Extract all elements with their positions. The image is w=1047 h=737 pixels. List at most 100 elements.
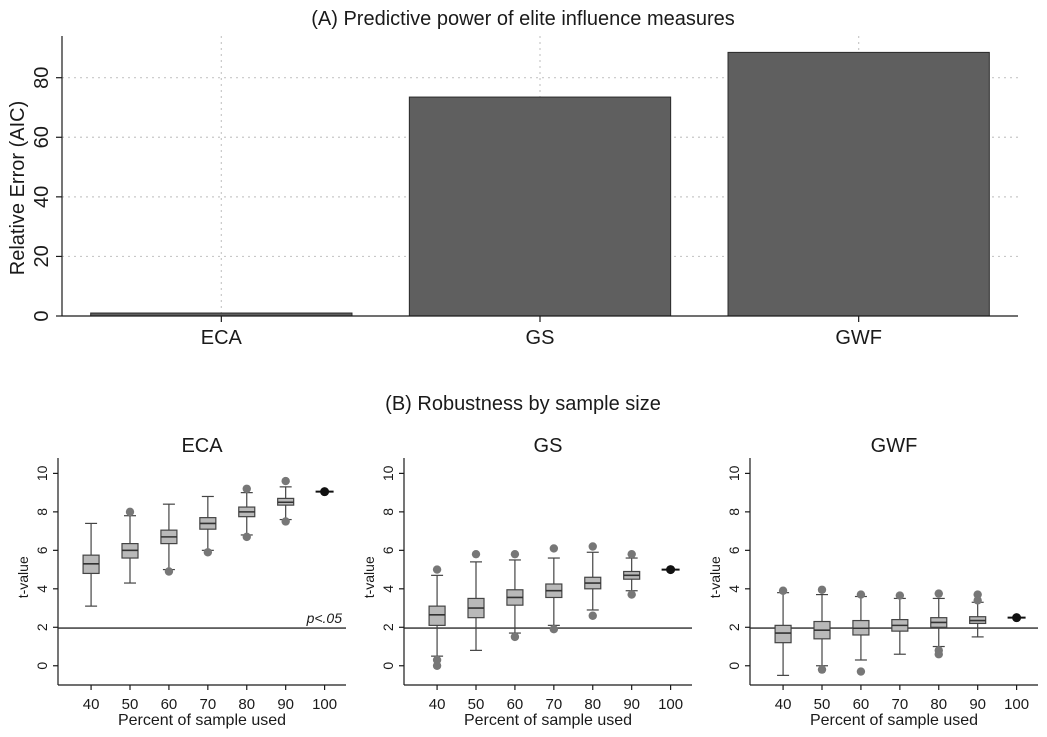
chart-b-subplot-title: ECA (181, 435, 223, 457)
chart-b-box (428, 605, 446, 626)
chart-a-x-tick-label-gwf: GWF (835, 327, 882, 349)
chart-b-outlier-point (432, 661, 442, 670)
chart-a-axes (56, 36, 1018, 322)
chart-b-y-tick-label: 4 (34, 585, 50, 593)
chart-b-x-tick-label: 40 (83, 696, 100, 713)
chart-b-subplot-title: GS (534, 435, 563, 457)
chart-b-outlier-point (973, 596, 982, 605)
chart-b-outlier-point (778, 586, 788, 595)
chart-b-y-tick-label: 8 (34, 508, 50, 516)
chart-b-x-axis-label: Percent of sample used (810, 712, 978, 729)
chart-b-outlier-point (817, 665, 827, 674)
chart-b-y-tick-label: 8 (380, 508, 396, 516)
chart-b-y-tick-label: 2 (380, 623, 396, 631)
chart-b-x-tick-label: 80 (930, 696, 947, 713)
chart-b-y-tick-label: 0 (726, 662, 742, 670)
chart-b-y-axis-label: t-value (15, 556, 31, 598)
chart-b-y-tick-label: 6 (726, 546, 742, 554)
chart-b-y-tick-label: 8 (726, 508, 742, 516)
chart-b-x-tick-label: 50 (814, 696, 831, 713)
chart-a-y-axis-label: Relative Error (AIC) (7, 101, 29, 275)
chart-b-section-title: (B) Robustness by sample size (385, 393, 661, 415)
chart-b-subplot-gwf: GWF t-value 0 2 4 6 8 10 40 50 60 70 80 90 100 Percent … (707, 435, 1038, 729)
chart-b-y-tick-label: 6 (34, 546, 50, 554)
chart-b-y-tick-label: 4 (726, 585, 742, 593)
chart-b-x-tick-label: 70 (545, 696, 562, 713)
chart-b-y-tick-label: 0 (380, 662, 396, 670)
chart-b-outlier-point (934, 650, 943, 659)
chart-b-x-tick-label: 50 (468, 696, 485, 713)
chart-b-y-tick-label: 6 (380, 546, 396, 554)
chart-b-x-tick-label: 80 (584, 696, 601, 713)
chart-b-x-axis-label: Percent of sample used (118, 712, 286, 729)
chart-b-outlier-point (856, 590, 866, 599)
chart-b-outlier-point (588, 611, 597, 620)
chart-b-outlier-point (242, 532, 251, 542)
chart-b-outlier-point (856, 667, 866, 676)
chart-b-outlier-point (549, 625, 559, 634)
chart-b-x-tick-label: 90 (623, 696, 640, 713)
chart-b-outlier-point (627, 549, 636, 559)
chart-b-x-tick-label: 40 (429, 696, 446, 713)
chart-b-x-tick-label: 60 (507, 696, 524, 713)
chart-b-outlier-point (817, 585, 827, 594)
chart-b-outlier-point (164, 567, 174, 576)
chart-b-outlier-point (281, 476, 290, 486)
chart-b-subplot-eca: ECA t-value 0 2 4 6 8 10 p<.05 40 50 60 70 80 90 100 Per… (15, 435, 346, 729)
chart-b-y-tick-label: 2 (726, 623, 742, 631)
chart-b-x-tick-label: 100 (312, 696, 337, 713)
chart-a-title: (A) Predictive power of elite influence … (311, 8, 735, 30)
chart-b-full-sample-point (320, 487, 330, 497)
chart-a-y-tick-label: 80 (31, 67, 53, 89)
chart-b-x-tick-label: 90 (969, 696, 986, 713)
chart-a-y-tick-label: 60 (31, 126, 53, 148)
chart-b-y-tick-label: 10 (34, 465, 50, 481)
chart-a-bar-gwf (727, 51, 990, 317)
box-plots-panel-b: (B) Robustness by sample size ECA t-value… (15, 393, 1038, 729)
chart-b-outlier-point (432, 565, 442, 574)
chart-b-x-axis-label: Percent of sample used (464, 712, 632, 729)
chart-b-outlier-point (627, 590, 636, 599)
chart-b-x-tick-label: 50 (122, 696, 139, 713)
chart-b-box (774, 624, 792, 644)
chart-b-outlier-point (432, 655, 442, 665)
chart-a-x-tick-label-eca: ECA (201, 327, 243, 349)
chart-b-y-tick-label: 4 (380, 585, 396, 593)
chart-b-x-tick-label: 60 (853, 696, 870, 713)
chart-a-bars (90, 51, 990, 317)
chart-b-outlier-point (895, 591, 905, 600)
chart-b-outlier-point (471, 549, 481, 559)
chart-b-subplot-title: GWF (871, 435, 918, 457)
chart-b-x-tick-label: 70 (891, 696, 908, 713)
chart-b-y-axis-label: t-value (361, 556, 377, 598)
chart-b-x-tick-label: 80 (238, 696, 255, 713)
chart-a-y-tick-label: 20 (31, 245, 53, 267)
chart-b-x-tick-label: 90 (277, 696, 294, 713)
bar-chart-panel-a: (A) Predictive power of elite influence … (7, 8, 1018, 349)
chart-b-full-sample-point (666, 565, 676, 575)
chart-a-y-tick-label: 0 (31, 310, 53, 321)
chart-b-subplot-gs: GS t-value 0 2 4 6 8 10 40 50 60 70 80 90 100 Percent o… (361, 435, 692, 729)
chart-b-y-tick-label: 0 (34, 662, 50, 670)
chart-b-x-tick-label: 60 (161, 696, 178, 713)
chart-b-y-tick-label: 2 (34, 623, 50, 631)
chart-b-x-tick-label: 100 (658, 696, 683, 713)
chart-b-x-tick-label: 70 (199, 696, 216, 713)
chart-a-tick-labels: 0 20 40 60 80 ECA GS GWF (31, 67, 882, 349)
chart-b-outlier-point (549, 544, 559, 553)
chart-b-y-tick-label: 10 (726, 465, 742, 481)
chart-b-y-tick-label: 10 (380, 465, 396, 481)
chart-b-outlier-point (510, 632, 520, 642)
chart-b-outlier-point (973, 590, 982, 599)
chart-a-bar-gs (408, 96, 672, 317)
chart-b-outlier-point (203, 548, 213, 557)
chart-a-y-tick-label: 40 (31, 186, 53, 208)
chart-b-full-sample-point (1012, 613, 1022, 623)
chart-b-outlier-point (934, 589, 943, 598)
chart-b-significance-annotation: p<.05 (306, 610, 343, 626)
chart-b-outlier-point (242, 484, 251, 493)
chart-b-outlier-point (588, 542, 597, 551)
